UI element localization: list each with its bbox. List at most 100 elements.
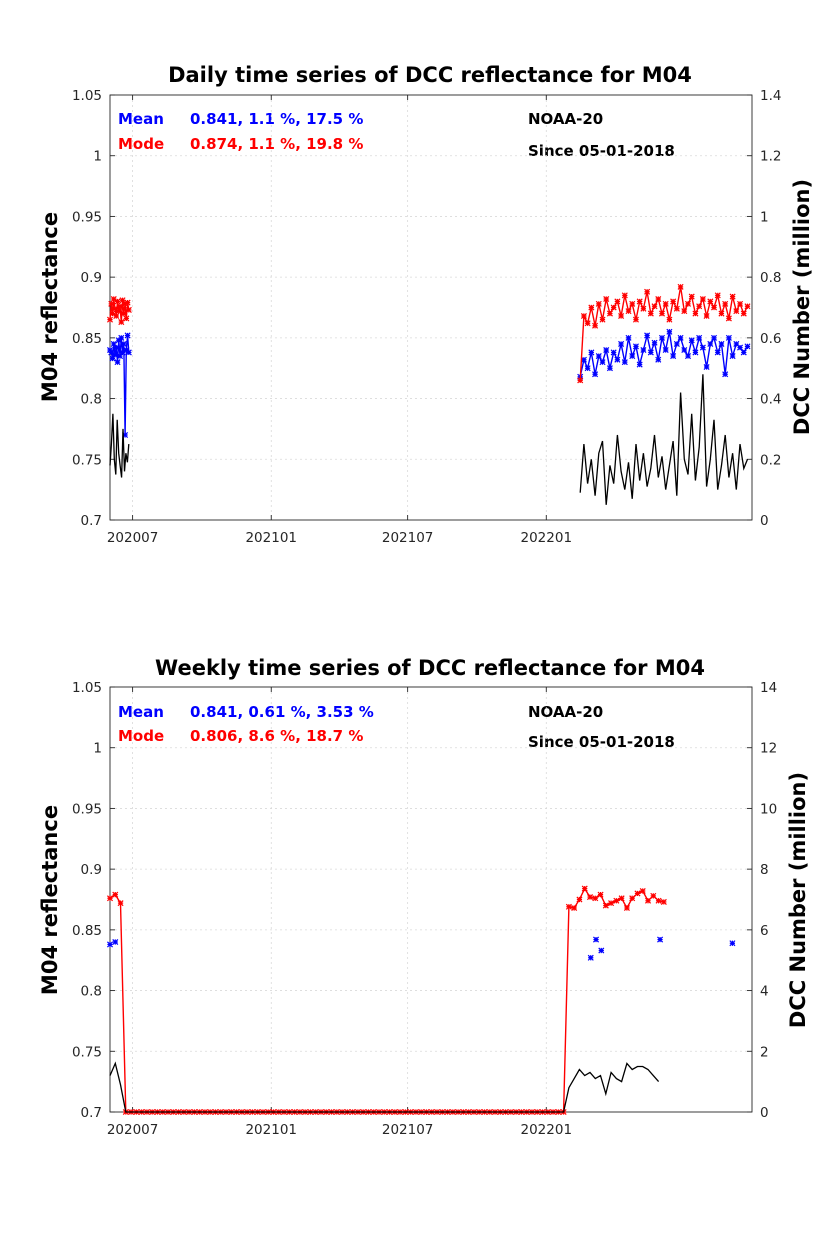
mode-point bbox=[655, 295, 662, 303]
mode-point bbox=[565, 903, 572, 910]
y-tick-label: 0.95 bbox=[72, 801, 102, 817]
mean-point bbox=[703, 363, 710, 371]
y2-tick-label: 1.2 bbox=[760, 149, 781, 165]
mean-point bbox=[119, 349, 126, 356]
mode-point bbox=[115, 308, 122, 315]
y2-tick-label: 6 bbox=[760, 923, 769, 939]
mean-point bbox=[636, 361, 643, 368]
y2-tick-label: 1 bbox=[760, 209, 769, 225]
mode-point bbox=[584, 320, 591, 327]
mode-point bbox=[608, 900, 615, 907]
y2-tick-label: 0 bbox=[760, 1105, 769, 1121]
dcc-number-series-line bbox=[109, 1061, 660, 1113]
mode-point bbox=[629, 895, 636, 902]
mode-point bbox=[725, 315, 732, 322]
mean-point bbox=[111, 351, 119, 358]
mean-point bbox=[109, 355, 116, 362]
mode-point bbox=[684, 300, 692, 307]
since-date-label: Since 05-01-2018 bbox=[528, 733, 675, 751]
x-tick-label: 202107 bbox=[382, 530, 434, 546]
mean-series-line bbox=[109, 331, 749, 436]
mean-point bbox=[696, 334, 703, 341]
mean-point bbox=[640, 346, 647, 354]
mean-point bbox=[629, 353, 636, 360]
mean-point bbox=[688, 337, 695, 344]
y-tick-label: 0.9 bbox=[81, 270, 102, 286]
mode-point bbox=[625, 308, 632, 315]
mode-point bbox=[581, 885, 588, 892]
mean-point bbox=[681, 346, 688, 354]
mode-point bbox=[692, 310, 699, 317]
mode-point bbox=[108, 300, 115, 307]
since-date-label: Since 05-01-2018 bbox=[528, 142, 675, 160]
mean-point bbox=[592, 936, 600, 943]
mode-label: Mode bbox=[118, 135, 164, 153]
mean-stats: 0.841, 1.1 %, 17.5 % bbox=[190, 110, 363, 128]
mode-point bbox=[636, 298, 643, 305]
mode-point bbox=[640, 305, 647, 312]
mode-point bbox=[722, 300, 729, 307]
mean-point bbox=[740, 349, 747, 356]
mean-point bbox=[120, 340, 127, 347]
mean-point bbox=[625, 334, 632, 341]
y-tick-label: 0.85 bbox=[72, 331, 102, 347]
mean-point bbox=[621, 359, 628, 366]
mode-point bbox=[610, 304, 617, 311]
mean-point bbox=[632, 343, 639, 350]
mean-point bbox=[598, 947, 605, 954]
y2-tick-label: 4 bbox=[760, 984, 769, 1000]
daily-chart-panel: Daily time series of DCC reflectance for… bbox=[38, 63, 814, 546]
mode-point bbox=[125, 306, 132, 313]
mode-point bbox=[688, 293, 695, 300]
mode-point bbox=[118, 319, 125, 326]
mode-point bbox=[592, 895, 599, 902]
mode-point bbox=[109, 310, 116, 317]
mode-point bbox=[681, 308, 688, 315]
mean-point bbox=[606, 365, 613, 372]
mode-point bbox=[117, 900, 124, 907]
mode-point bbox=[571, 904, 578, 912]
mean-point bbox=[718, 340, 725, 347]
y-tick-label: 1 bbox=[93, 741, 102, 757]
mode-point bbox=[673, 305, 680, 312]
mode-point bbox=[122, 300, 129, 307]
mean-point bbox=[112, 938, 119, 946]
mode-point bbox=[113, 312, 120, 320]
mode-point bbox=[618, 312, 625, 320]
mean-point bbox=[599, 359, 606, 366]
mode-point bbox=[714, 292, 721, 299]
mode-point bbox=[112, 891, 119, 898]
mean-label: Mean bbox=[118, 703, 164, 721]
x-tick-label: 202201 bbox=[521, 1122, 573, 1138]
plot-frame bbox=[109, 94, 753, 521]
mean-point bbox=[117, 353, 124, 360]
mode-label: Mode bbox=[118, 727, 164, 745]
mode-point bbox=[707, 298, 714, 305]
y2-tick-label: 12 bbox=[760, 741, 777, 757]
mean-point bbox=[603, 346, 610, 354]
mode-point bbox=[110, 295, 117, 303]
mode-point bbox=[603, 295, 610, 303]
mode-point bbox=[618, 895, 625, 902]
y-axis-label: M04 reflectance bbox=[38, 805, 62, 995]
mode-point bbox=[114, 298, 121, 305]
mode-point bbox=[602, 902, 609, 909]
mode-point bbox=[733, 308, 740, 315]
mean-point bbox=[733, 340, 740, 347]
mean-point bbox=[644, 332, 651, 339]
mode-point bbox=[623, 904, 630, 912]
mean-point bbox=[729, 940, 736, 947]
y-tick-label: 0.95 bbox=[72, 209, 102, 225]
mean-point bbox=[692, 349, 699, 356]
mean-point bbox=[610, 349, 617, 356]
mode-point bbox=[111, 305, 119, 312]
y-tick-label: 0.8 bbox=[81, 392, 102, 408]
mode-point bbox=[650, 892, 657, 899]
weekly-chart-panel: Weekly time series of DCC reflectance fo… bbox=[38, 656, 810, 1138]
mean-point bbox=[588, 349, 595, 356]
mean-point bbox=[707, 340, 714, 347]
y2-tick-label: 2 bbox=[760, 1044, 769, 1060]
mode-point bbox=[106, 316, 114, 323]
mean-point bbox=[658, 334, 666, 341]
x-tick-label: 202101 bbox=[245, 530, 297, 546]
